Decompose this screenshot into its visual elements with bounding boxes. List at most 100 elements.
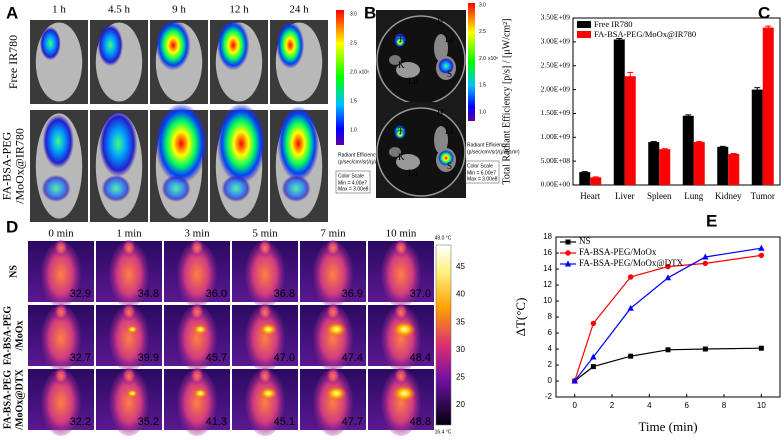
bar [728,153,740,185]
row-label: FA-BSA-PEG [0,131,13,200]
colorbar [468,3,475,121]
colorbar [336,10,344,145]
marker [758,345,764,351]
colorbar-title: Radiant Efficiency [338,152,378,158]
colorbar-min: Min = 4.00e7 [338,180,367,186]
organ [389,55,401,65]
error-bar [616,38,623,41]
error-bar [627,71,634,81]
fluorescence [101,174,131,202]
colorbar-units: (p/sec/cm²/sr)/(μW/cm²) [467,149,520,155]
legend-marker [564,260,572,267]
thermal-body [177,305,217,373]
time-label: 1 h [52,4,66,16]
hot-spot [259,387,277,400]
error-bar [592,176,599,178]
thermal-body [313,369,353,437]
thermal-body [313,305,353,373]
thermal-head [190,239,204,257]
bar [751,89,763,185]
time-label: 0 min [48,228,74,240]
colorbar-tick: 2.0 [479,56,486,62]
y-tick-label: 14 [543,264,552,273]
colorbar-tick: 1.0 [479,109,486,115]
series-line [574,247,762,382]
marker [590,353,597,360]
fluorescence [97,24,124,67]
marker [627,274,634,280]
thermal-head [122,367,136,385]
temperature: 48.8 [410,416,431,428]
bar [579,172,591,185]
organ-label: K [398,152,405,162]
thermal-body [245,240,285,309]
y-tick-label: 3.50E+09 [541,13,571,22]
panel-label: B [364,3,376,22]
organ [434,34,448,62]
colorbar-tick: 3.0 [350,11,357,17]
marker [758,252,765,259]
error-bar [581,171,588,173]
thermal-head [258,303,272,321]
y-axis-label: Total Radiant Efficiency [p/s] / [μW/cm²… [501,18,512,184]
thermal-body [41,305,81,373]
temperature: 41.3 [206,416,227,428]
colorbar-max: Max = 3.00e8 [467,176,498,182]
marker [571,377,578,384]
temperature: 34.8 [138,288,159,300]
hot-spot [126,325,138,334]
error-bar [754,87,761,92]
panel-label: C [758,3,770,22]
colorbar-tick: 25 [456,373,465,382]
thermal-body [245,369,285,437]
thermal-body [177,369,217,437]
organ-label: K [398,60,405,70]
legend-label: Free IR780 [594,19,632,29]
hot-spot [326,386,347,401]
colorbar-tick: 3.0 [479,2,486,8]
fluorescence [221,174,251,202]
bar [613,39,625,185]
thermal-head [326,239,340,257]
thermal-body [381,305,421,373]
thermal-head [190,367,204,385]
bar [590,177,602,185]
colorbar-tick: 30 [456,345,465,354]
bar [659,149,671,185]
hot-spot [259,323,277,336]
time-label: 9 h [172,4,186,16]
colorbar-unit: x10⁸ [359,69,369,75]
y-tick-label: 10 [543,296,552,305]
y-tick-label: 5.00E+08 [541,156,571,165]
time-label: 4.5 h [108,4,131,16]
organ-label: T [398,34,404,44]
x-axis-label: Time (min) [638,419,697,434]
row-label: NS [8,265,19,278]
thermal-body [313,240,353,309]
colorbar-tick: 45 [456,262,465,271]
x-tick-label: 8 [722,401,727,410]
thermal-head [394,367,408,385]
colorbar-tick: 2.5 [479,29,486,35]
marker [665,347,671,353]
panel-label: E [706,211,717,230]
marker [702,253,709,260]
y-tick-label: 6 [548,328,553,337]
x-tick-label: Liver [615,191,635,201]
organ-label: T [398,126,404,136]
temperature: 47.4 [342,352,363,364]
thermal-body [109,240,149,309]
colorbar-max: Max = 3.00e8 [338,186,369,192]
thermal-head [394,303,408,321]
marker [628,353,634,359]
fluorescence [216,103,266,184]
bar [682,115,694,185]
thermal-body [109,305,149,373]
colorbar-tick: 2.5 [350,40,357,46]
error-bar [719,145,726,148]
x-tick-label: Tumor [751,191,775,201]
organ-label: S [447,161,452,171]
series-line [574,347,762,382]
colorbar-title: Radiant Efficiency [467,142,507,148]
organ-label: H [437,16,444,26]
